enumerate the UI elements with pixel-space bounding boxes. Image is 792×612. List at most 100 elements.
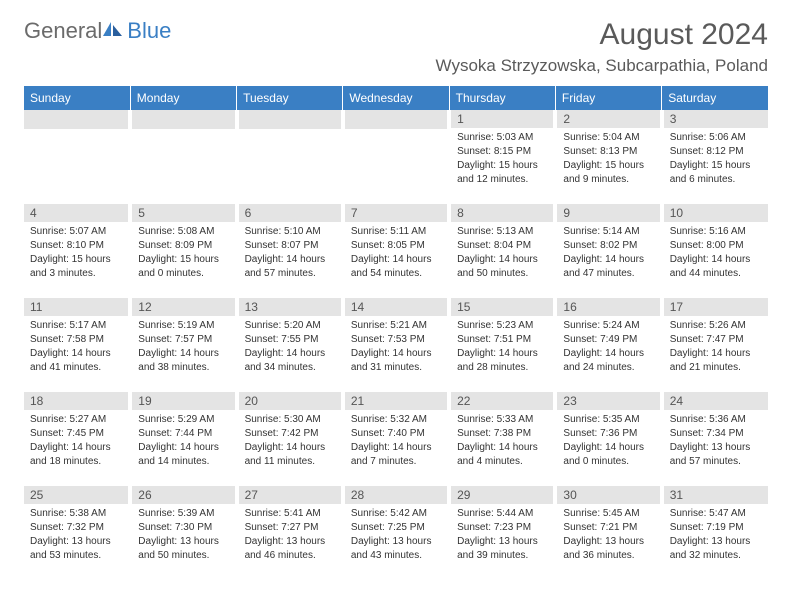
- daylight-text: and 43 minutes.: [351, 549, 441, 563]
- daylight-text: Daylight: 13 hours: [351, 535, 441, 549]
- empty-daynum-bar: [345, 110, 447, 129]
- calendar-table: Sunday Monday Tuesday Wednesday Thursday…: [24, 86, 768, 580]
- day-details: Sunrise: 5:44 AMSunset: 7:23 PMDaylight:…: [451, 504, 553, 566]
- daylight-text: and 6 minutes.: [670, 173, 762, 187]
- day-details: Sunrise: 5:10 AMSunset: 8:07 PMDaylight:…: [239, 222, 341, 284]
- daylight-text: Daylight: 13 hours: [30, 535, 122, 549]
- daylight-text: Daylight: 14 hours: [457, 347, 547, 361]
- day-number: 2: [557, 110, 659, 128]
- calendar-row: 18Sunrise: 5:27 AMSunset: 7:45 PMDayligh…: [24, 392, 768, 486]
- calendar-row: 25Sunrise: 5:38 AMSunset: 7:32 PMDayligh…: [24, 486, 768, 580]
- calendar-cell: 30Sunrise: 5:45 AMSunset: 7:21 PMDayligh…: [555, 486, 661, 580]
- logo-sails-icon: [102, 20, 124, 43]
- day-number: 25: [24, 486, 128, 504]
- day-details: Sunrise: 5:32 AMSunset: 7:40 PMDaylight:…: [345, 410, 447, 472]
- daylight-text: Daylight: 15 hours: [670, 159, 762, 173]
- sunset-text: Sunset: 7:58 PM: [30, 333, 122, 347]
- daylight-text: and 57 minutes.: [245, 267, 335, 281]
- calendar-cell: 10Sunrise: 5:16 AMSunset: 8:00 PMDayligh…: [662, 204, 768, 298]
- logo: General Blue: [24, 18, 171, 44]
- sunrise-text: Sunrise: 5:33 AM: [457, 413, 547, 427]
- daylight-text: Daylight: 14 hours: [30, 441, 122, 455]
- calendar-cell: 23Sunrise: 5:35 AMSunset: 7:36 PMDayligh…: [555, 392, 661, 486]
- calendar-cell: 11Sunrise: 5:17 AMSunset: 7:58 PMDayligh…: [24, 298, 130, 392]
- day-number: 29: [451, 486, 553, 504]
- daylight-text: Daylight: 14 hours: [30, 347, 122, 361]
- day-number: 16: [557, 298, 659, 316]
- day-details: Sunrise: 5:11 AMSunset: 8:05 PMDaylight:…: [345, 222, 447, 284]
- daylight-text: Daylight: 13 hours: [245, 535, 335, 549]
- empty-daynum-bar: [239, 110, 341, 129]
- day-header: Sunday: [24, 86, 130, 110]
- calendar-cell: 27Sunrise: 5:41 AMSunset: 7:27 PMDayligh…: [237, 486, 343, 580]
- day-header-row: Sunday Monday Tuesday Wednesday Thursday…: [24, 86, 768, 110]
- day-details: Sunrise: 5:36 AMSunset: 7:34 PMDaylight:…: [664, 410, 768, 472]
- daylight-text: Daylight: 15 hours: [30, 253, 122, 267]
- empty-daynum-bar: [24, 110, 128, 129]
- day-header: Wednesday: [343, 86, 449, 110]
- day-details: Sunrise: 5:19 AMSunset: 7:57 PMDaylight:…: [132, 316, 234, 378]
- calendar-cell: 15Sunrise: 5:23 AMSunset: 7:51 PMDayligh…: [449, 298, 555, 392]
- sunset-text: Sunset: 7:34 PM: [670, 427, 762, 441]
- calendar-row: 11Sunrise: 5:17 AMSunset: 7:58 PMDayligh…: [24, 298, 768, 392]
- day-details: Sunrise: 5:35 AMSunset: 7:36 PMDaylight:…: [557, 410, 659, 472]
- calendar-cell: 25Sunrise: 5:38 AMSunset: 7:32 PMDayligh…: [24, 486, 130, 580]
- calendar-cell: 22Sunrise: 5:33 AMSunset: 7:38 PMDayligh…: [449, 392, 555, 486]
- day-details: Sunrise: 5:21 AMSunset: 7:53 PMDaylight:…: [345, 316, 447, 378]
- daylight-text: Daylight: 14 hours: [670, 253, 762, 267]
- daylight-text: and 14 minutes.: [138, 455, 228, 469]
- calendar-cell: [130, 110, 236, 204]
- sunrise-text: Sunrise: 5:17 AM: [30, 319, 122, 333]
- day-number: 22: [451, 392, 553, 410]
- day-number: 13: [239, 298, 341, 316]
- sunset-text: Sunset: 7:40 PM: [351, 427, 441, 441]
- logo-text-blue: Blue: [127, 18, 171, 44]
- day-number: 19: [132, 392, 234, 410]
- sunset-text: Sunset: 7:23 PM: [457, 521, 547, 535]
- sunset-text: Sunset: 7:51 PM: [457, 333, 547, 347]
- daylight-text: Daylight: 14 hours: [245, 347, 335, 361]
- sunrise-text: Sunrise: 5:20 AM: [245, 319, 335, 333]
- page-title: August 2024: [436, 18, 768, 52]
- day-number: 23: [557, 392, 659, 410]
- sunrise-text: Sunrise: 5:10 AM: [245, 225, 335, 239]
- calendar-cell: 5Sunrise: 5:08 AMSunset: 8:09 PMDaylight…: [130, 204, 236, 298]
- day-details: Sunrise: 5:07 AMSunset: 8:10 PMDaylight:…: [24, 222, 128, 284]
- day-details: Sunrise: 5:13 AMSunset: 8:04 PMDaylight:…: [451, 222, 553, 284]
- sunset-text: Sunset: 7:27 PM: [245, 521, 335, 535]
- day-header: Tuesday: [237, 86, 343, 110]
- sunrise-text: Sunrise: 5:14 AM: [563, 225, 653, 239]
- daylight-text: Daylight: 13 hours: [457, 535, 547, 549]
- logo-text-general: General: [24, 18, 102, 44]
- sunrise-text: Sunrise: 5:38 AM: [30, 507, 122, 521]
- day-number: 6: [239, 204, 341, 222]
- day-details: Sunrise: 5:27 AMSunset: 7:45 PMDaylight:…: [24, 410, 128, 472]
- sunrise-text: Sunrise: 5:42 AM: [351, 507, 441, 521]
- sunset-text: Sunset: 7:19 PM: [670, 521, 762, 535]
- location-subtitle: Wysoka Strzyzowska, Subcarpathia, Poland: [436, 56, 768, 76]
- sunset-text: Sunset: 8:09 PM: [138, 239, 228, 253]
- day-number: 27: [239, 486, 341, 504]
- sunrise-text: Sunrise: 5:35 AM: [563, 413, 653, 427]
- sunset-text: Sunset: 7:47 PM: [670, 333, 762, 347]
- daylight-text: Daylight: 14 hours: [457, 441, 547, 455]
- calendar-cell: 16Sunrise: 5:24 AMSunset: 7:49 PMDayligh…: [555, 298, 661, 392]
- daylight-text: and 54 minutes.: [351, 267, 441, 281]
- day-number: 8: [451, 204, 553, 222]
- day-header: Monday: [130, 86, 236, 110]
- day-number: 20: [239, 392, 341, 410]
- day-details: Sunrise: 5:04 AMSunset: 8:13 PMDaylight:…: [557, 128, 659, 190]
- sunset-text: Sunset: 8:05 PM: [351, 239, 441, 253]
- sunrise-text: Sunrise: 5:04 AM: [563, 131, 653, 145]
- day-number: 9: [557, 204, 659, 222]
- daylight-text: and 18 minutes.: [30, 455, 122, 469]
- daylight-text: and 34 minutes.: [245, 361, 335, 375]
- sunset-text: Sunset: 8:07 PM: [245, 239, 335, 253]
- empty-daynum-bar: [132, 110, 234, 129]
- daylight-text: Daylight: 15 hours: [563, 159, 653, 173]
- daylight-text: Daylight: 13 hours: [670, 535, 762, 549]
- daylight-text: Daylight: 13 hours: [670, 441, 762, 455]
- day-number: 21: [345, 392, 447, 410]
- daylight-text: and 11 minutes.: [245, 455, 335, 469]
- calendar-cell: 26Sunrise: 5:39 AMSunset: 7:30 PMDayligh…: [130, 486, 236, 580]
